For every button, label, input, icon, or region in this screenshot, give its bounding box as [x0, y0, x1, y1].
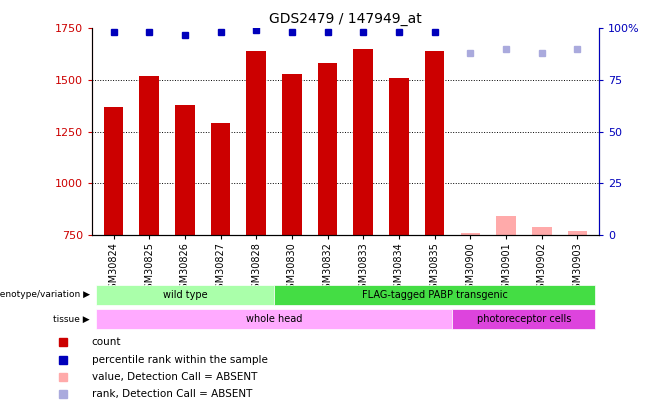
Text: wild type: wild type: [163, 290, 207, 300]
Bar: [425, 51, 444, 235]
Bar: [175, 105, 195, 235]
Bar: [532, 227, 551, 235]
Text: FLAG-tagged PABP transgenic: FLAG-tagged PABP transgenic: [362, 290, 507, 300]
Text: whole head: whole head: [246, 314, 302, 324]
Bar: [353, 49, 373, 235]
Bar: [211, 124, 230, 235]
Text: value, Detection Call = ABSENT: value, Detection Call = ABSENT: [91, 372, 257, 382]
Bar: [104, 107, 123, 235]
Title: GDS2479 / 147949_at: GDS2479 / 147949_at: [269, 12, 422, 26]
Text: tissue ▶: tissue ▶: [53, 314, 89, 324]
Text: photoreceptor cells: photoreceptor cells: [476, 314, 571, 324]
Bar: [247, 51, 266, 235]
Bar: [282, 74, 302, 235]
Text: rank, Detection Call = ABSENT: rank, Detection Call = ABSENT: [91, 389, 252, 399]
Bar: [274, 285, 595, 305]
Bar: [453, 309, 595, 329]
Bar: [568, 231, 587, 235]
Bar: [95, 309, 453, 329]
Text: count: count: [91, 337, 121, 347]
Text: percentile rank within the sample: percentile rank within the sample: [91, 355, 267, 364]
Bar: [318, 64, 338, 235]
Text: genotype/variation ▶: genotype/variation ▶: [0, 290, 89, 299]
Bar: [496, 216, 516, 235]
Bar: [95, 285, 274, 305]
Bar: [389, 78, 409, 235]
Bar: [139, 76, 159, 235]
Bar: [461, 233, 480, 235]
